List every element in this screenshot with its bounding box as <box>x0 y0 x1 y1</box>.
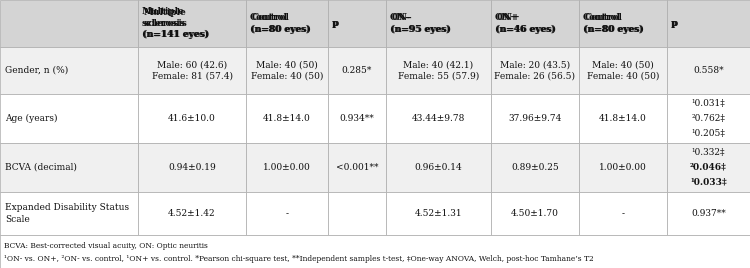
Text: p: p <box>670 19 677 28</box>
Text: Gender, n (%): Gender, n (%) <box>5 66 68 75</box>
Bar <box>246 192 328 235</box>
Bar <box>579 94 667 143</box>
Bar <box>386 0 491 47</box>
Text: 1.00±0.00: 1.00±0.00 <box>599 163 646 172</box>
Bar <box>579 192 667 235</box>
Bar <box>667 192 750 235</box>
Text: Male: 60 (42.6)
Female: 81 (57.4): Male: 60 (42.6) Female: 81 (57.4) <box>152 60 232 81</box>
Text: 1.00±0.00: 1.00±0.00 <box>263 163 310 172</box>
Text: 41.6±10.0: 41.6±10.0 <box>168 114 216 123</box>
Text: ON–
(n=95 eyes): ON– (n=95 eyes) <box>392 13 452 34</box>
Text: p: p <box>333 19 340 28</box>
Bar <box>138 143 246 192</box>
Bar <box>138 47 246 94</box>
Text: 37.96±9.74: 37.96±9.74 <box>509 114 562 123</box>
Text: 0.558*: 0.558* <box>693 66 724 75</box>
Bar <box>386 192 491 235</box>
Bar <box>328 192 386 235</box>
Text: 0.934**: 0.934** <box>340 114 374 123</box>
Text: 0.937**: 0.937** <box>692 209 726 218</box>
Text: ²0.046‡: ²0.046‡ <box>690 163 727 172</box>
Text: ²0.762‡: ²0.762‡ <box>692 114 725 123</box>
Text: p: p <box>332 19 338 28</box>
Bar <box>386 94 491 143</box>
Text: ON+
(n=46 eyes): ON+ (n=46 eyes) <box>496 13 556 34</box>
Text: 41.8±14.0: 41.8±14.0 <box>263 114 310 123</box>
Text: 43.44±9.78: 43.44±9.78 <box>412 114 465 123</box>
Text: -: - <box>622 209 625 218</box>
Text: ¹0.332‡: ¹0.332‡ <box>692 148 725 157</box>
Text: Age (years): Age (years) <box>5 114 58 123</box>
Text: 0.94±0.19: 0.94±0.19 <box>168 163 216 172</box>
Text: Male: 40 (50)
Female: 40 (50): Male: 40 (50) Female: 40 (50) <box>586 60 659 81</box>
Text: Control
(n=80 eyes): Control (n=80 eyes) <box>583 13 643 34</box>
Text: Control
(n=80 eyes): Control (n=80 eyes) <box>251 13 311 34</box>
Bar <box>138 192 246 235</box>
Bar <box>0 235 750 268</box>
Text: Male: 40 (42.1)
Female: 55 (57.9): Male: 40 (42.1) Female: 55 (57.9) <box>398 60 479 81</box>
Text: Control
(n=80 eyes): Control (n=80 eyes) <box>250 13 310 34</box>
Bar <box>138 94 246 143</box>
Text: ON+
(n=46 eyes): ON+ (n=46 eyes) <box>495 13 555 34</box>
Text: Multiple
sclerosis
(n=141 eyes): Multiple sclerosis (n=141 eyes) <box>142 8 208 39</box>
Bar <box>491 47 579 94</box>
Bar <box>246 0 328 47</box>
Text: 0.285*: 0.285* <box>342 66 372 75</box>
Text: 41.8±14.0: 41.8±14.0 <box>599 114 646 123</box>
Bar <box>0 94 138 143</box>
Bar <box>386 47 491 94</box>
Text: BCVA: Best-corrected visual acuity, ON: Optic neuritis: BCVA: Best-corrected visual acuity, ON: … <box>4 242 208 250</box>
Bar <box>667 143 750 192</box>
Bar <box>246 47 328 94</box>
Bar <box>667 0 750 47</box>
Bar <box>491 0 579 47</box>
Text: Control
(n=80 eyes): Control (n=80 eyes) <box>584 13 644 34</box>
Text: ¹ON- vs. ON+, ²ON- vs. control, ¹ON+ vs. control. *Pearson chi-square test, **In: ¹ON- vs. ON+, ²ON- vs. control, ¹ON+ vs.… <box>4 255 593 263</box>
Bar <box>246 143 328 192</box>
Bar <box>246 94 328 143</box>
Text: 0.96±0.14: 0.96±0.14 <box>415 163 462 172</box>
Text: 4.50±1.70: 4.50±1.70 <box>511 209 559 218</box>
Bar <box>0 192 138 235</box>
Bar <box>491 143 579 192</box>
Bar <box>386 143 491 192</box>
Text: ¹0.033‡: ¹0.033‡ <box>690 178 727 187</box>
Bar <box>328 47 386 94</box>
Bar <box>0 143 138 192</box>
Text: -: - <box>286 209 289 218</box>
Text: Male: 20 (43.5)
Female: 26 (56.5): Male: 20 (43.5) Female: 26 (56.5) <box>494 60 575 81</box>
Bar <box>579 143 667 192</box>
Bar <box>328 0 386 47</box>
Bar <box>328 143 386 192</box>
Text: 4.52±1.42: 4.52±1.42 <box>168 209 216 218</box>
Text: <0.001**: <0.001** <box>336 163 378 172</box>
Bar <box>0 0 138 47</box>
Text: ¹0.205‡: ¹0.205‡ <box>692 129 725 138</box>
Text: Expanded Disability Status
Scale: Expanded Disability Status Scale <box>5 203 129 224</box>
Text: ¹0.031‡: ¹0.031‡ <box>692 99 725 108</box>
Text: ON–
(n=95 eyes): ON– (n=95 eyes) <box>390 13 450 34</box>
Bar <box>0 47 138 94</box>
Text: Male: 40 (50)
Female: 40 (50): Male: 40 (50) Female: 40 (50) <box>251 60 323 81</box>
Text: 4.52±1.31: 4.52±1.31 <box>415 209 462 218</box>
Bar <box>579 0 667 47</box>
Bar <box>491 94 579 143</box>
Bar <box>138 0 246 47</box>
Bar <box>328 94 386 143</box>
Text: Multiple
sclerosis
(n=141 eyes): Multiple sclerosis (n=141 eyes) <box>143 8 210 39</box>
Text: p: p <box>672 19 679 28</box>
Bar <box>667 94 750 143</box>
Bar <box>491 192 579 235</box>
Bar <box>667 47 750 94</box>
Text: BCVA (decimal): BCVA (decimal) <box>5 163 77 172</box>
Text: 0.89±0.25: 0.89±0.25 <box>512 163 559 172</box>
Bar <box>579 47 667 94</box>
